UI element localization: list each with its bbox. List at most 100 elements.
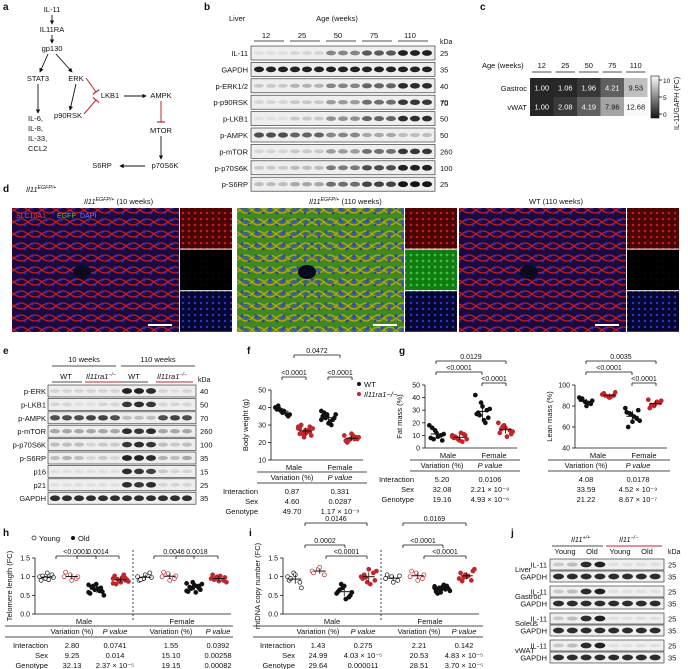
blot-band: [422, 132, 432, 138]
blot-band: [566, 654, 578, 661]
blot-band: [266, 165, 276, 170]
blot-band: [553, 616, 564, 621]
blot-band: [158, 442, 168, 447]
panel-letter-a: a: [3, 2, 9, 13]
micrograph-nuclei: [237, 208, 404, 332]
y-tick-label: 40: [412, 395, 420, 402]
blot-band: [608, 589, 620, 594]
blot-band: [350, 99, 360, 105]
blot-band: [146, 495, 156, 502]
stats-cell: 2.37 × 10⁻⁵: [96, 661, 135, 669]
panel-letter-i: i: [249, 528, 252, 539]
panel-letter-b: b: [204, 2, 210, 13]
panel-letter-j: j: [510, 528, 514, 539]
blot-row-label: p16: [33, 467, 46, 476]
group-label-male: Male: [286, 463, 302, 472]
data-point: [472, 566, 477, 572]
stats-cell: 0.014: [106, 651, 125, 660]
blot-band: [254, 116, 264, 121]
tissue-label: Soleus: [515, 619, 538, 628]
data-point: [449, 433, 455, 438]
blot-band: [266, 100, 276, 105]
blot-band: [326, 132, 336, 138]
blot-band: [622, 643, 633, 648]
stats-cell: 0.00082: [204, 661, 231, 669]
blot-band: [410, 181, 420, 188]
blot-band: [594, 627, 606, 634]
stats-cell: 0.00258: [204, 651, 231, 660]
blot-band: [566, 600, 578, 607]
stats-row-label: Sex: [401, 485, 414, 494]
data-point: [413, 570, 419, 576]
kda-marker: 40: [440, 82, 448, 91]
stats-header: Variation (%): [271, 473, 314, 482]
blot-band: [622, 573, 633, 580]
heatmap-value: 9.53: [628, 84, 643, 93]
blot-band: [350, 149, 360, 154]
blot-band: [362, 181, 372, 187]
blot-band: [386, 181, 396, 187]
age-group-label: 110 weeks: [140, 355, 176, 364]
data-point: [352, 436, 357, 442]
heatmap-cell: [553, 97, 577, 116]
data-point: [184, 588, 189, 594]
heatmap-row-label: Gastroc: [501, 84, 528, 93]
blot-band: [170, 442, 180, 447]
blot-band: [182, 495, 192, 502]
blot-band: [86, 442, 96, 447]
blot-band: [326, 116, 336, 121]
blot-band: [362, 99, 372, 105]
group-label-male: Male: [440, 451, 456, 460]
blot-band: [422, 50, 432, 56]
blot-band: [254, 149, 264, 154]
kda-marker: 70: [440, 99, 448, 108]
pathway-node: IL-11: [44, 5, 61, 14]
p-value-label: <0.0001: [410, 538, 436, 545]
colorbar: [650, 75, 660, 119]
blot-band: [350, 50, 360, 56]
data-point: [297, 426, 303, 431]
blot-band: [326, 50, 336, 56]
stats-cell: 20.53: [410, 651, 429, 660]
vessel-lumen: [298, 265, 316, 279]
stats-header: P value: [626, 461, 651, 470]
blot-band: [74, 495, 84, 502]
stats-cell: 0.142: [455, 641, 474, 650]
blot-band: [338, 149, 348, 154]
blot-band: [374, 50, 384, 56]
blot-band: [290, 66, 300, 73]
blot-band: [290, 182, 300, 187]
data-point: [126, 579, 131, 584]
blot-band: [74, 469, 84, 474]
legend-young-marker: [31, 535, 37, 541]
blot-row-label: p-S6RP: [20, 454, 46, 463]
channel-inset: [405, 208, 457, 249]
blot-band: [122, 481, 132, 488]
heatmap-value: 12.68: [626, 103, 645, 112]
blot-band: [553, 643, 564, 648]
blot-row-label: p-ERK: [24, 387, 46, 396]
heatmap-cell: [624, 78, 648, 97]
blot-band: [326, 149, 336, 154]
heatmap-cell: [553, 78, 577, 97]
data-point: [635, 407, 641, 413]
blot-band: [278, 165, 288, 170]
blot-band: [566, 573, 578, 580]
blot-band: [146, 481, 156, 488]
blot-band: [635, 627, 647, 634]
blot-strip: [549, 570, 665, 583]
stats-cell: 32.08: [433, 485, 452, 494]
blot-band: [50, 455, 60, 461]
data-point: [363, 575, 369, 580]
blot-band: [278, 66, 288, 73]
pathway-node: MTOR: [150, 126, 173, 135]
stats-cell: 9.25: [65, 651, 80, 660]
kda-marker: 70: [440, 98, 448, 107]
heatmap-value: 4.21: [605, 84, 620, 93]
data-point: [483, 420, 488, 426]
blot-row-label: GAPDH: [221, 65, 248, 74]
y-tick-label: 40: [258, 405, 266, 412]
blot-band: [146, 401, 156, 408]
inhibit-erk-lkb1: [85, 77, 97, 93]
data-point: [637, 418, 643, 424]
